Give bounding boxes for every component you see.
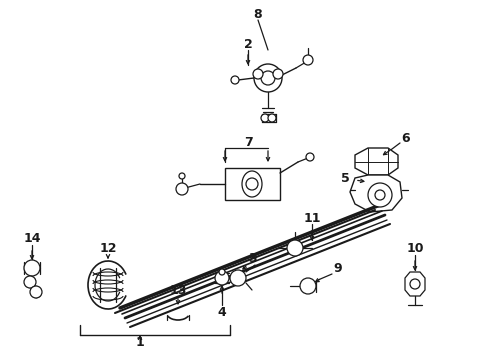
Text: 6: 6	[402, 131, 410, 144]
Circle shape	[261, 114, 269, 122]
Ellipse shape	[242, 171, 262, 197]
Circle shape	[300, 278, 316, 294]
Bar	[225, 168, 280, 200]
Circle shape	[368, 183, 392, 207]
Circle shape	[215, 271, 229, 285]
Text: 7: 7	[244, 136, 252, 149]
Text: 4: 4	[218, 306, 226, 319]
Circle shape	[306, 153, 314, 161]
Text: 13: 13	[170, 284, 187, 297]
Text: 1: 1	[136, 336, 145, 348]
Circle shape	[231, 76, 239, 84]
Circle shape	[230, 270, 246, 286]
Circle shape	[219, 269, 225, 275]
Text: 2: 2	[244, 39, 252, 51]
Polygon shape	[350, 175, 402, 212]
Polygon shape	[405, 272, 425, 296]
Text: 14: 14	[23, 231, 41, 244]
Text: 5: 5	[341, 171, 349, 184]
Circle shape	[410, 279, 420, 289]
Text: 11: 11	[303, 211, 321, 225]
Circle shape	[179, 173, 185, 179]
Circle shape	[246, 178, 258, 190]
Polygon shape	[355, 148, 398, 175]
Circle shape	[254, 64, 282, 92]
Circle shape	[24, 260, 40, 276]
Circle shape	[261, 71, 275, 85]
Text: 3: 3	[247, 252, 256, 265]
Text: 12: 12	[99, 242, 117, 255]
Text: 9: 9	[334, 261, 343, 274]
Circle shape	[253, 69, 263, 79]
Circle shape	[30, 286, 42, 298]
Circle shape	[273, 69, 283, 79]
Circle shape	[268, 114, 276, 122]
Circle shape	[287, 240, 303, 256]
Circle shape	[24, 276, 36, 288]
Text: 8: 8	[254, 8, 262, 21]
Circle shape	[176, 183, 188, 195]
Circle shape	[303, 55, 313, 65]
Circle shape	[375, 190, 385, 200]
Text: 10: 10	[406, 242, 424, 255]
